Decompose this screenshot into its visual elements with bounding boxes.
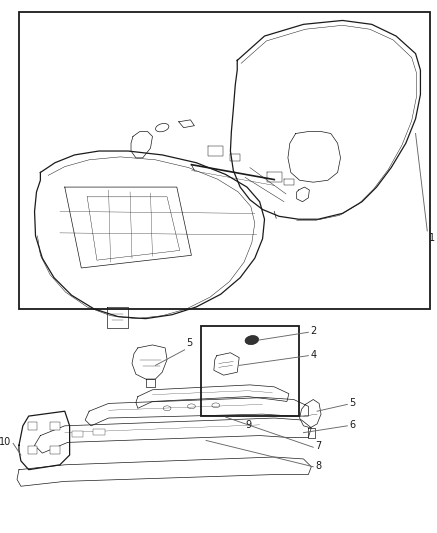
Ellipse shape bbox=[212, 403, 220, 408]
Bar bbox=[72, 431, 83, 437]
Text: 10: 10 bbox=[0, 438, 11, 447]
Bar bbox=[201, 326, 298, 416]
Ellipse shape bbox=[156, 124, 169, 132]
Text: 8: 8 bbox=[315, 461, 321, 471]
Ellipse shape bbox=[245, 336, 259, 344]
Bar bbox=[93, 429, 105, 434]
Ellipse shape bbox=[187, 404, 195, 409]
Text: 4: 4 bbox=[310, 350, 316, 360]
Text: 5: 5 bbox=[187, 338, 193, 348]
Bar bbox=[50, 446, 60, 454]
Text: 9: 9 bbox=[245, 420, 251, 430]
Bar bbox=[28, 422, 38, 430]
Bar bbox=[50, 422, 60, 430]
Text: 6: 6 bbox=[349, 420, 355, 430]
Text: 7: 7 bbox=[315, 441, 322, 451]
Text: 2: 2 bbox=[310, 326, 316, 336]
Text: 5: 5 bbox=[349, 398, 356, 408]
Bar bbox=[19, 12, 430, 309]
Ellipse shape bbox=[163, 406, 171, 411]
Bar bbox=[28, 446, 38, 454]
Text: 1: 1 bbox=[429, 233, 435, 243]
